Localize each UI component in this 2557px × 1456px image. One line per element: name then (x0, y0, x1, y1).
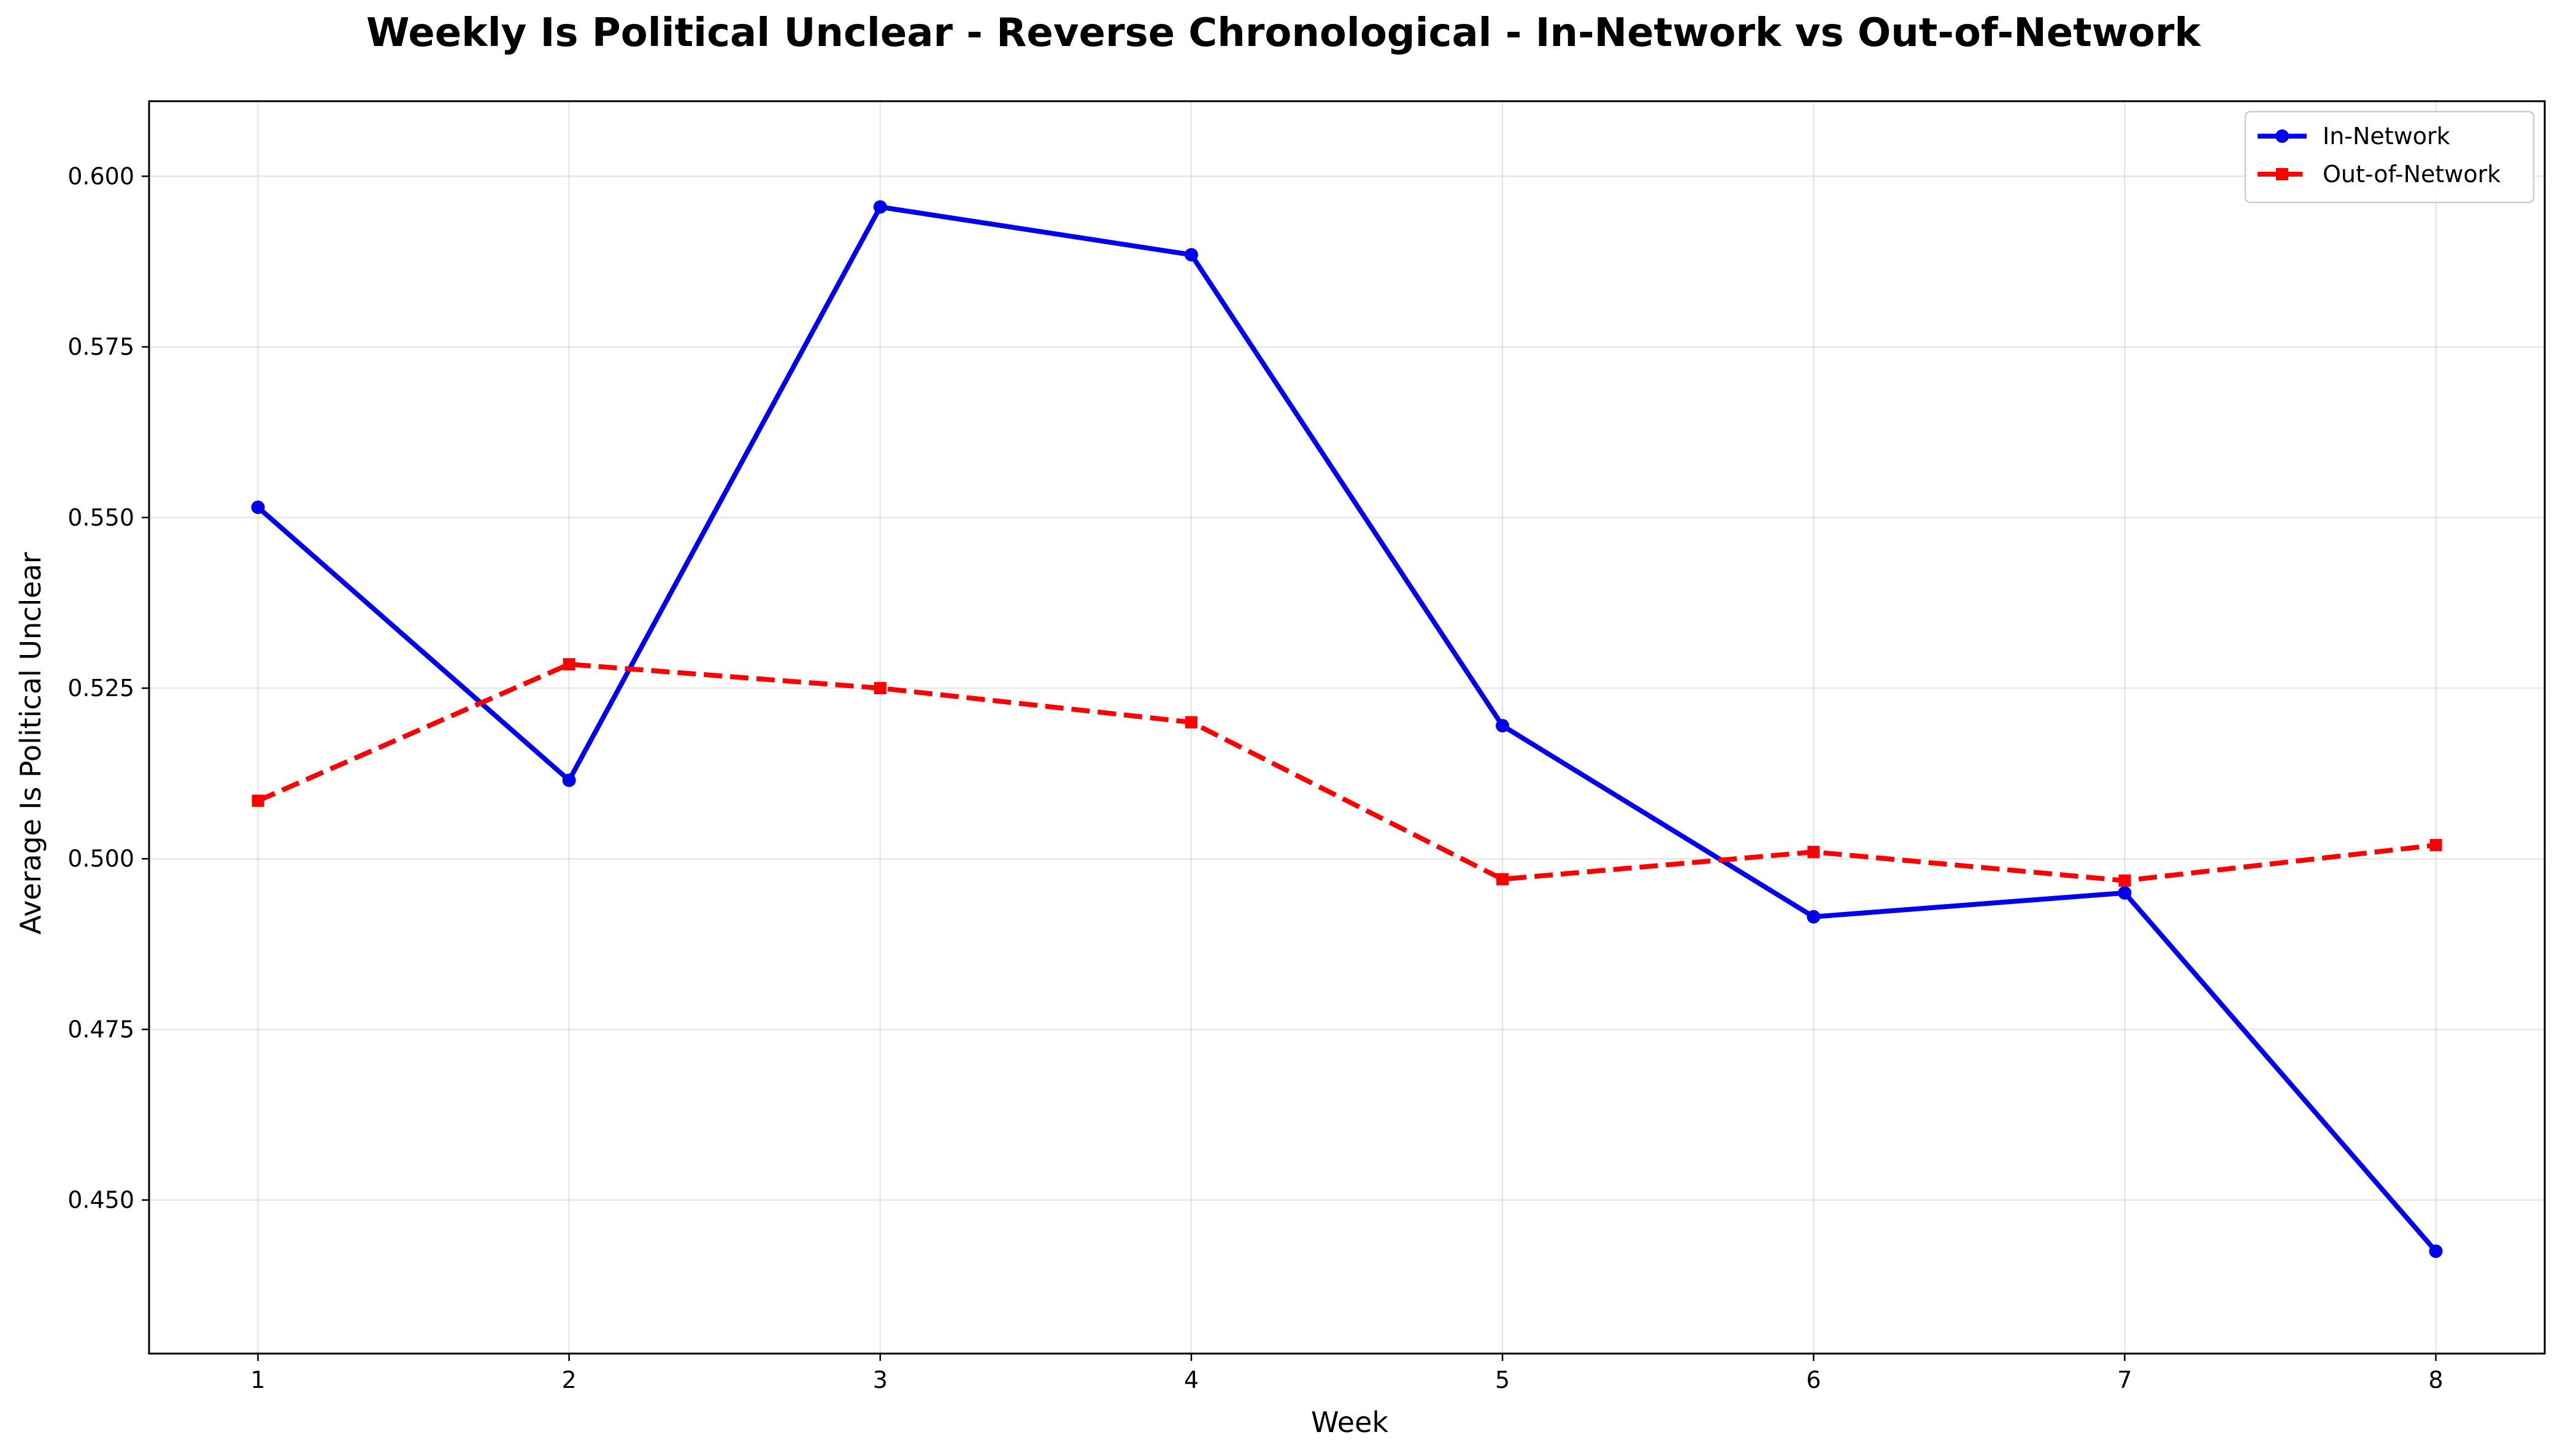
x-tick-label: 6 (1806, 1366, 1821, 1393)
data-point-in-network (873, 200, 887, 214)
data-point-in-network (1184, 248, 1198, 262)
chart-title: Weekly Is Political Unclear - Reverse Ch… (366, 10, 2201, 56)
x-tick-label: 2 (562, 1366, 577, 1393)
x-tick-label: 7 (2117, 1366, 2132, 1393)
y-tick-label: 0.550 (67, 504, 134, 531)
data-point-out-of-network (2118, 874, 2131, 887)
data-point-out-of-network (1807, 846, 1820, 859)
x-tick-label: 8 (2428, 1366, 2443, 1393)
series-layer (251, 200, 2443, 1259)
data-point-out-of-network (252, 794, 264, 807)
data-point-out-of-network (1496, 873, 1509, 886)
data-point-out-of-network (2429, 838, 2442, 851)
data-point-out-of-network (563, 658, 575, 671)
data-point-in-network (2118, 886, 2132, 900)
data-point-in-network (1496, 719, 1510, 733)
data-point-in-network (1807, 910, 1821, 924)
legend-marker-in-network (2275, 129, 2289, 143)
plot-area-frame (148, 100, 2546, 1355)
data-point-out-of-network (874, 682, 886, 695)
x-tick-label: 5 (1495, 1366, 1510, 1393)
y-tick-label: 0.600 (67, 163, 134, 190)
data-point-in-network (562, 773, 576, 787)
x-axis-label: Week (1311, 1406, 1388, 1439)
legend: In-Network Out-of-Network (2244, 110, 2535, 204)
data-point-out-of-network (1185, 716, 1198, 729)
data-point-in-network (251, 500, 265, 515)
y-tick-label: 0.500 (67, 845, 134, 872)
grid (149, 101, 2545, 1354)
legend-label-in-network: In-Network (2323, 123, 2450, 150)
legend-box (2244, 110, 2535, 204)
y-tick-label: 0.450 (67, 1187, 134, 1214)
data-point-in-network (2429, 1244, 2443, 1259)
y-axis-label: Average Is Political Unclear (14, 552, 47, 935)
series-line-out-of-network (256, 662, 2436, 883)
series-line-in-network (256, 204, 2438, 1253)
y-tick-label: 0.475 (67, 1016, 134, 1043)
legend-marker-out-of-network (2276, 168, 2288, 180)
x-tick-label: 3 (873, 1366, 888, 1393)
x-tick-label: 1 (250, 1366, 265, 1393)
y-tick-label: 0.525 (67, 675, 134, 702)
x-tick-label: 4 (1184, 1366, 1199, 1393)
axis-ticks: 1 2 3 4 5 6 7 8 0.450 0.475 0.500 0.525 0.550 0.575 0.… (67, 163, 2443, 1393)
legend-label-out-of-network: Out-of-Network (2323, 161, 2501, 188)
y-tick-label: 0.575 (67, 334, 134, 361)
